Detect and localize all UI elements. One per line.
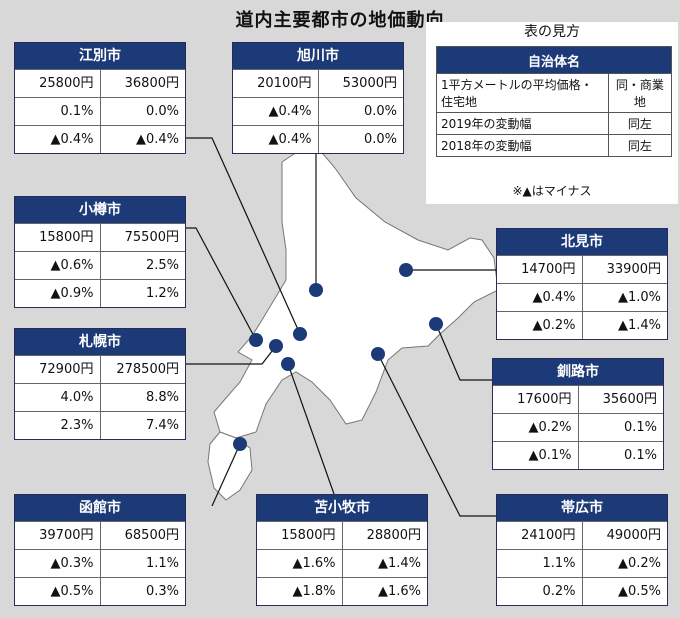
change-2019-commercial: ▲0.2% xyxy=(581,550,668,577)
city-name: 旭川市 xyxy=(233,43,403,69)
price-residential: 39700円 xyxy=(39,528,94,543)
dot-otaru xyxy=(249,333,263,347)
price-commercial: 36800円 xyxy=(99,70,186,97)
price-commercial: 33900円 xyxy=(581,256,668,283)
change-2019-commercial: ▲1.0% xyxy=(581,284,668,311)
city-name: 函館市 xyxy=(15,495,185,521)
price-residential: 72900円 xyxy=(39,362,94,377)
change-2018-commercial: 0.0% xyxy=(317,126,404,153)
dot-tomakomai xyxy=(281,357,295,371)
change-2018-residential: ▲0.4% xyxy=(50,132,94,147)
city-name: 釧路市 xyxy=(493,359,663,385)
legend-title: 表の見方 xyxy=(524,24,580,40)
legend-row2-left: 2019年の変動幅 xyxy=(436,112,609,135)
city-name: 帯広市 xyxy=(497,495,667,521)
change-2019-residential: ▲1.6% xyxy=(292,556,336,571)
price-commercial: 53000円 xyxy=(317,70,404,97)
city-name: 北見市 xyxy=(497,229,667,255)
city-box-asahikawa: 旭川市 20100円 53000円 ▲0.4% 0.0% ▲0.4% 0.0% xyxy=(232,42,404,154)
price-residential: 20100円 xyxy=(257,76,312,91)
dot-asahikawa xyxy=(309,283,323,297)
change-2018-residential: ▲0.4% xyxy=(268,132,312,147)
legend-row1-right: 同・商業地 xyxy=(607,73,673,113)
legend-row2-right: 同左 xyxy=(607,112,673,135)
city-box-kitami: 北見市 14700円 33900円 ▲0.4% ▲1.0% ▲0.2% ▲1.4% xyxy=(496,228,668,340)
change-2018-commercial: 1.2% xyxy=(99,280,186,307)
price-residential: 25800円 xyxy=(39,76,94,91)
change-2019-residential: 4.0% xyxy=(60,390,94,405)
page-title: 道内主要都市の地価動向 xyxy=(235,10,445,31)
dot-sapporo xyxy=(269,339,283,353)
legend-panel: 表の見方 自治体名 1平方メートルの平均価格・住宅地 同・商業地 2019年の変… xyxy=(426,22,678,204)
dot-kushiro xyxy=(429,317,443,331)
legend-row3-right: 同左 xyxy=(607,134,673,157)
change-2018-commercial: 0.1% xyxy=(577,442,664,469)
change-2018-residential: ▲0.2% xyxy=(532,318,576,333)
city-box-kushiro: 釧路市 17600円 35600円 ▲0.2% 0.1% ▲0.1% 0.1% xyxy=(492,358,664,470)
change-2019-commercial: 0.0% xyxy=(317,98,404,125)
legend-row1-left: 1平方メートルの平均価格・住宅地 xyxy=(436,73,609,113)
city-box-sapporo: 札幌市 72900円 278500円 4.0% 8.8% 2.3% 7.4% xyxy=(14,328,186,440)
city-name: 江別市 xyxy=(15,43,185,69)
change-2019-commercial: 0.0% xyxy=(99,98,186,125)
city-name: 小樽市 xyxy=(15,197,185,223)
city-name: 札幌市 xyxy=(15,329,185,355)
change-2019-residential: ▲0.4% xyxy=(532,290,576,305)
change-2018-residential: ▲1.8% xyxy=(292,584,336,599)
price-commercial: 49000円 xyxy=(581,522,668,549)
city-name: 苫小牧市 xyxy=(257,495,427,521)
dot-esashi xyxy=(293,327,307,341)
change-2019-residential: ▲0.6% xyxy=(50,258,94,273)
price-commercial: 278500円 xyxy=(99,356,186,383)
legend-row3-left: 2018年の変動幅 xyxy=(436,134,609,157)
change-2018-residential: ▲0.5% xyxy=(50,584,94,599)
change-2019-commercial: 0.1% xyxy=(577,414,664,441)
price-residential: 15800円 xyxy=(281,528,336,543)
price-residential: 17600円 xyxy=(517,392,572,407)
change-2019-commercial: 8.8% xyxy=(99,384,186,411)
price-commercial: 28800円 xyxy=(341,522,428,549)
change-2018-commercial: ▲1.6% xyxy=(341,578,428,605)
change-2018-residential: ▲0.9% xyxy=(50,286,94,301)
change-2018-residential: 0.2% xyxy=(542,584,576,599)
city-box-esashi: 江別市 25800円 36800円 0.1% 0.0% ▲0.4% ▲0.4% xyxy=(14,42,186,154)
price-commercial: 68500円 xyxy=(99,522,186,549)
change-2019-residential: 0.1% xyxy=(60,104,94,119)
price-residential: 14700円 xyxy=(521,262,576,277)
change-2019-residential: ▲0.3% xyxy=(50,556,94,571)
change-2019-commercial: 2.5% xyxy=(99,252,186,279)
city-box-hakodate: 函館市 39700円 68500円 ▲0.3% 1.1% ▲0.5% 0.3% xyxy=(14,494,186,606)
city-box-obihiro: 帯広市 24100円 49000円 1.1% ▲0.2% 0.2% ▲0.5% xyxy=(496,494,668,606)
city-box-tomakomai: 苫小牧市 15800円 28800円 ▲1.6% ▲1.4% ▲1.8% ▲1.6% xyxy=(256,494,428,606)
city-box-otaru: 小樽市 15800円 75500円 ▲0.6% 2.5% ▲0.9% 1.2% xyxy=(14,196,186,308)
change-2018-commercial: ▲1.4% xyxy=(581,312,668,339)
change-2018-commercial: ▲0.5% xyxy=(581,578,668,605)
change-2018-commercial: 0.3% xyxy=(99,578,186,605)
price-residential: 15800円 xyxy=(39,230,94,245)
dot-hakodate xyxy=(233,437,247,451)
change-2018-residential: 2.3% xyxy=(60,418,94,433)
legend-table: 自治体名 1平方メートルの平均価格・住宅地 同・商業地 2019年の変動幅 同左… xyxy=(436,46,673,157)
change-2019-residential: ▲0.2% xyxy=(528,420,572,435)
legend-note: ※▲はマイナス xyxy=(512,184,592,198)
leader-lines xyxy=(186,128,506,517)
change-2018-commercial: ▲0.4% xyxy=(99,126,186,153)
change-2019-residential: 1.1% xyxy=(542,556,576,571)
city-dots xyxy=(233,263,443,451)
legend-header: 自治体名 xyxy=(436,46,672,74)
dot-obihiro xyxy=(371,347,385,361)
change-2019-commercial: 1.1% xyxy=(99,550,186,577)
change-2018-residential: ▲0.1% xyxy=(528,448,572,463)
change-2019-residential: ▲0.4% xyxy=(268,104,312,119)
dot-kitami xyxy=(399,263,413,277)
change-2018-commercial: 7.4% xyxy=(99,412,186,439)
price-commercial: 75500円 xyxy=(99,224,186,251)
change-2019-commercial: ▲1.4% xyxy=(341,550,428,577)
price-residential: 24100円 xyxy=(521,528,576,543)
price-commercial: 35600円 xyxy=(577,386,664,413)
